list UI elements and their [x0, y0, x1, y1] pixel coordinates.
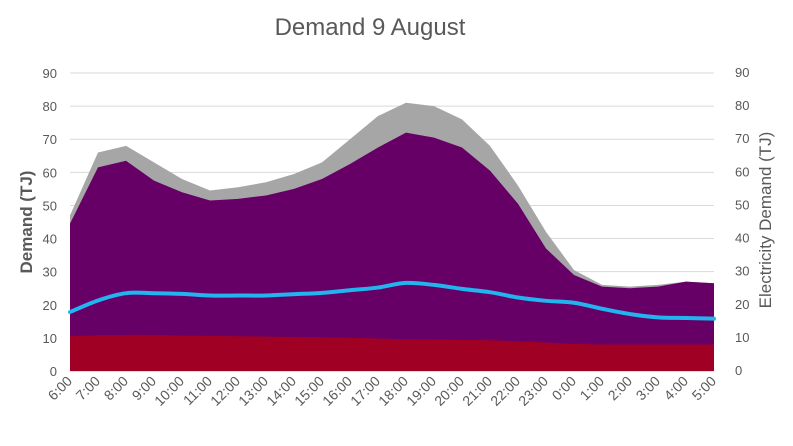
x-tick-label: 22:00	[487, 373, 523, 409]
y2-tick-label: 20	[735, 297, 749, 312]
x-tick-label: 13:00	[235, 373, 271, 409]
area-series-3	[70, 334, 714, 371]
line-series	[68, 280, 716, 321]
y-tick-label: 40	[43, 232, 57, 247]
y-tick-label: 30	[43, 265, 57, 280]
y-tick-label: 60	[43, 165, 57, 180]
y2-tick-label: 40	[735, 231, 749, 246]
y-axis-title: Demand (TJ)	[17, 171, 36, 274]
y2-axis-title: Electricity Demand (TJ)	[756, 132, 775, 309]
x-tick-label: 8:00	[101, 373, 132, 404]
y-tick-label: 0	[50, 364, 57, 379]
y2-tick-label: 60	[735, 164, 749, 179]
x-tick-label: 2:00	[605, 373, 636, 404]
y2-tick-label: 70	[735, 131, 749, 146]
x-tick-label: 14:00	[263, 373, 299, 409]
x-tick-label: 16:00	[319, 373, 355, 409]
x-axis: 6:007:008:009:0010:0011:0012:0013:0014:0…	[45, 373, 720, 409]
y-tick-label: 80	[43, 99, 57, 114]
chart-title: Demand 9 August	[275, 14, 466, 41]
x-tick-label: 3:00	[633, 373, 664, 404]
x-tick-label: 19:00	[403, 373, 439, 409]
x-tick-label: 23:00	[515, 373, 551, 409]
x-tick-label: 12:00	[207, 373, 243, 409]
x-tick-label: 21:00	[459, 373, 495, 409]
x-tick-label: 5:00	[689, 373, 720, 404]
y-axis-right: 0 10 20 30 40 50 60 70 80 90	[735, 65, 749, 378]
y2-tick-label: 50	[735, 197, 749, 212]
x-tick-label: 1:00	[577, 373, 608, 404]
x-tick-label: 0:00	[549, 373, 580, 404]
x-tick-label: 20:00	[431, 373, 467, 409]
y-tick-label: 20	[43, 298, 57, 313]
area-series	[70, 102, 714, 372]
y-tick-label: 50	[43, 198, 57, 213]
y-axis-left: 0 10 20 30 40 50 60 70 80 90	[43, 66, 57, 379]
y2-tick-label: 30	[735, 264, 749, 279]
x-tick-label: 18:00	[375, 373, 411, 409]
x-tick-label: 11:00	[180, 373, 216, 409]
y2-tick-label: 80	[735, 98, 749, 113]
area-series-2	[70, 132, 714, 371]
x-tick-label: 4:00	[661, 373, 692, 404]
y-tick-label: 90	[43, 66, 57, 81]
y-tick-label: 10	[43, 331, 57, 346]
x-tick-label: 15:00	[291, 373, 327, 409]
x-tick-label: 10:00	[151, 373, 187, 409]
y-tick-label: 70	[43, 132, 57, 147]
y2-tick-label: 10	[735, 330, 749, 345]
x-tick-label: 17:00	[347, 373, 383, 409]
electricity-line	[68, 280, 716, 321]
x-tick-label: 7:00	[73, 373, 104, 404]
y2-tick-label: 90	[735, 65, 749, 80]
y2-tick-label: 0	[735, 363, 742, 378]
